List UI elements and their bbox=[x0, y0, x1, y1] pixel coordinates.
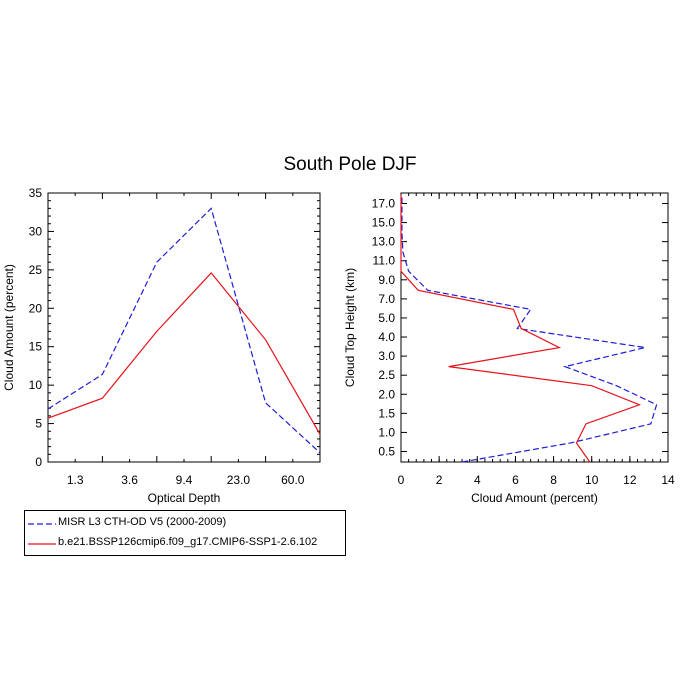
legend-swatch-misr bbox=[28, 523, 56, 525]
y-tick-label: 15 bbox=[29, 340, 43, 354]
series-line-misr bbox=[47, 207, 321, 454]
legend-entry-model: b.e21.BSSP126cmip6.f09_g17.CMIP6-SSP1-2.… bbox=[25, 534, 345, 554]
legend-swatch-model bbox=[28, 543, 56, 545]
series-line-model bbox=[400, 194, 642, 463]
y-axis-label: Cloud Top Height (km) bbox=[343, 268, 357, 387]
optical-depth-panel: 0 5 10 15 20 25 30 35 1.3 3.6 9.4 23.0 60.0 Optical D… bbox=[2, 186, 321, 505]
legend-entry-misr: MISR L3 CTH-OD V5 (2000-2009) bbox=[25, 514, 345, 534]
x-tick-label: 14 bbox=[661, 473, 675, 487]
y-tick-label: 35 bbox=[29, 186, 43, 200]
y-tick-label: 5 bbox=[35, 417, 42, 431]
y-axis-label: Cloud Amount (percent) bbox=[2, 264, 16, 391]
plot-frame bbox=[400, 192, 669, 463]
y-tick-label: 3.0 bbox=[378, 349, 395, 363]
y-tick-label: 15.0 bbox=[372, 216, 396, 230]
x-axis-label: Cloud Amount (percent) bbox=[471, 491, 598, 505]
x-tick-label: 10 bbox=[585, 473, 599, 487]
x-tick-label: 12 bbox=[623, 473, 637, 487]
y-tick-label: 1.5 bbox=[378, 406, 395, 420]
y-tick-label: 5.0 bbox=[378, 311, 395, 325]
y-tick-label: 30 bbox=[29, 224, 43, 238]
cloud-top-height-panel: 0 2 4 6 8 10 12 14 0.5 1.0 1.5 2.0 2.5 3.0 4.0 5.0 7.0 9.… bbox=[343, 192, 675, 505]
legend-label-model: b.e21.BSSP126cmip6.f09_g17.CMIP6-SSP1-2.… bbox=[58, 536, 318, 548]
y-tick-label: 9.0 bbox=[378, 273, 395, 287]
x-tick-label: 23.0 bbox=[227, 473, 251, 487]
series-line-misr bbox=[401, 194, 658, 463]
figure-title: South Pole DJF bbox=[283, 154, 417, 175]
y-tick-label: 2.5 bbox=[378, 368, 395, 382]
x-tick-label: 3.6 bbox=[121, 473, 138, 487]
y-tick-label: 4.0 bbox=[378, 330, 395, 344]
y-tick-label: 11.0 bbox=[373, 254, 396, 268]
y-tick-label: 20 bbox=[29, 301, 43, 315]
x-tick-label: 9.4 bbox=[176, 473, 193, 487]
legend: MISR L3 CTH-OD V5 (2000-2009) b.e21.BSSP… bbox=[24, 510, 346, 556]
x-axis-label: Optical Depth bbox=[148, 491, 221, 505]
y-tick-label: 2.0 bbox=[378, 387, 395, 401]
y-tick-label: 0.5 bbox=[378, 445, 395, 459]
y-tick-label: 13.0 bbox=[372, 235, 396, 249]
x-tick-label: 0 bbox=[398, 473, 405, 487]
y-tick-label: 25 bbox=[29, 263, 43, 277]
x-tick-label: 1.3 bbox=[67, 473, 84, 487]
x-tick-label: 2 bbox=[436, 473, 443, 487]
plot-frame bbox=[47, 192, 321, 463]
y-tick-label: 7.0 bbox=[378, 292, 395, 306]
x-tick-label: 8 bbox=[550, 473, 557, 487]
x-tick-label: 4 bbox=[474, 473, 481, 487]
series-line-model bbox=[47, 272, 321, 435]
y-tick-label: 1.0 bbox=[378, 425, 395, 439]
y-tick-label: 0 bbox=[35, 455, 42, 469]
x-tick-label: 60.0 bbox=[281, 473, 305, 487]
y-tick-label: 10 bbox=[29, 378, 43, 392]
x-tick-label: 6 bbox=[512, 473, 519, 487]
legend-label-misr: MISR L3 CTH-OD V5 (2000-2009) bbox=[58, 516, 227, 528]
y-tick-label: 17.0 bbox=[372, 196, 396, 210]
